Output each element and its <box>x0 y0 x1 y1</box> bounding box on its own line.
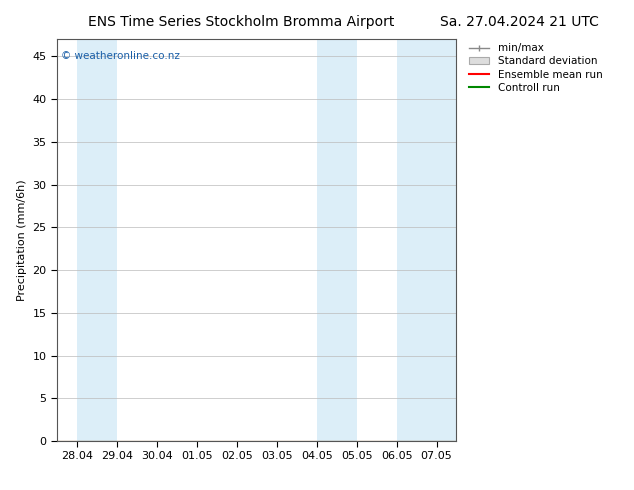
Legend: min/max, Standard deviation, Ensemble mean run, Controll run: min/max, Standard deviation, Ensemble me… <box>465 39 607 97</box>
Text: © weatheronline.co.nz: © weatheronline.co.nz <box>61 51 180 61</box>
Text: Sa. 27.04.2024 21 UTC: Sa. 27.04.2024 21 UTC <box>441 15 599 29</box>
Y-axis label: Precipitation (mm/6h): Precipitation (mm/6h) <box>17 179 27 301</box>
Bar <box>77 39 117 441</box>
Bar <box>317 39 356 441</box>
Text: ENS Time Series Stockholm Bromma Airport: ENS Time Series Stockholm Bromma Airport <box>87 15 394 29</box>
Bar <box>397 39 460 441</box>
